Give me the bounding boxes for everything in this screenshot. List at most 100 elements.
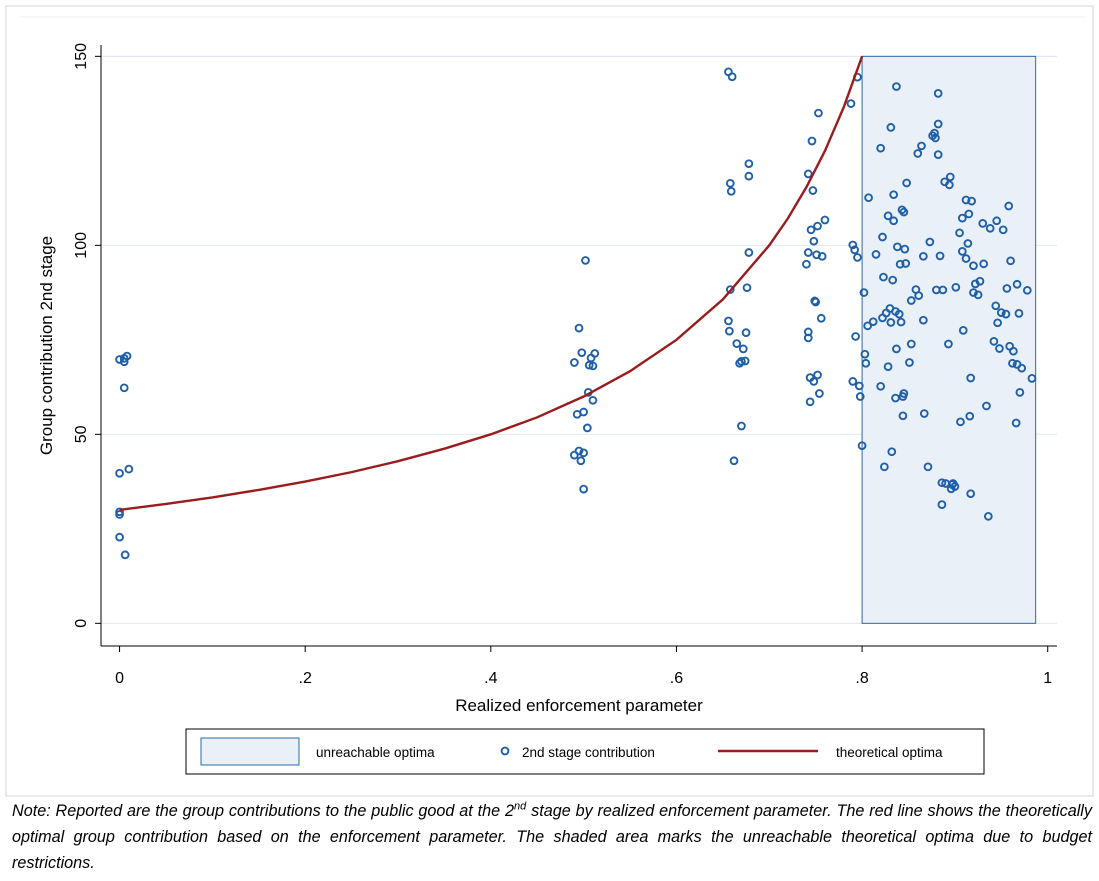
data-point-175 xyxy=(989,336,999,346)
data-point-138 xyxy=(935,251,945,261)
data-point-187 xyxy=(1008,358,1017,368)
data-point-88 xyxy=(876,143,886,153)
data-point-194 xyxy=(1017,363,1027,373)
legend-swatch-area xyxy=(200,737,300,766)
data-point-137 xyxy=(933,150,943,159)
data-point-48 xyxy=(802,259,811,269)
data-point-55 xyxy=(806,225,816,235)
data-point-31 xyxy=(725,178,735,188)
x-tick-label-4: .8 xyxy=(855,670,868,687)
data-point-118 xyxy=(902,178,911,188)
data-point-90 xyxy=(878,232,887,242)
data-point-13 xyxy=(574,323,584,333)
data-point-183 xyxy=(1002,284,1012,293)
data-point-59 xyxy=(809,377,819,386)
data-point-36 xyxy=(729,456,739,466)
data-point-41 xyxy=(738,344,748,354)
data-point-105 xyxy=(892,82,901,91)
data-point-21 xyxy=(579,448,588,458)
data-point-107 xyxy=(893,242,902,252)
data-point-166 xyxy=(969,261,978,271)
data-point-152 xyxy=(955,228,964,238)
data-point-35 xyxy=(725,326,734,336)
data-point-87 xyxy=(876,381,886,391)
data-point-119 xyxy=(905,358,914,367)
data-point-192 xyxy=(1014,309,1024,318)
data-point-37 xyxy=(732,339,742,348)
data-point-50 xyxy=(803,169,813,179)
data-point-91 xyxy=(879,272,888,282)
data-point-157 xyxy=(961,254,971,263)
data-point-154 xyxy=(957,213,967,223)
data-point-164 xyxy=(967,196,976,206)
data-point-128 xyxy=(919,409,929,418)
data-point-97 xyxy=(886,123,896,132)
data-point-64 xyxy=(813,221,822,231)
data-point-3 xyxy=(115,532,124,542)
data-point-16 xyxy=(576,456,586,466)
data-point-85 xyxy=(868,317,878,327)
data-point-182 xyxy=(1001,309,1011,319)
data-point-186 xyxy=(1006,256,1015,266)
data-point-40 xyxy=(737,421,746,431)
data-point-8 xyxy=(119,383,129,393)
data-point-98 xyxy=(886,318,896,327)
data-point-33 xyxy=(725,285,735,294)
data-point-155 xyxy=(957,247,967,256)
y-tick-label-3: 150 xyxy=(73,43,90,70)
data-point-65 xyxy=(814,108,823,118)
data-point-129 xyxy=(923,462,933,472)
data-point-94 xyxy=(883,211,893,221)
data-point-39 xyxy=(737,357,746,366)
data-point-101 xyxy=(889,216,898,226)
data-point-130 xyxy=(925,237,935,247)
data-point-116 xyxy=(900,244,910,254)
data-point-61 xyxy=(811,297,821,307)
x-axis-label: Realized enforcement parameter xyxy=(455,696,703,715)
data-point-156 xyxy=(958,326,968,335)
data-point-80 xyxy=(859,288,869,297)
x-tick-label-1: .2 xyxy=(299,670,312,687)
data-point-125 xyxy=(917,141,926,151)
data-point-114 xyxy=(899,389,909,398)
data-point-73 xyxy=(850,245,860,255)
data-point-102 xyxy=(889,190,898,200)
data-point-133 xyxy=(931,133,940,143)
legend-label-marker: 2nd stage contribution xyxy=(522,745,655,760)
x-tick-label-0: 0 xyxy=(115,670,124,687)
data-point-7 xyxy=(122,351,132,361)
data-point-100 xyxy=(888,275,898,285)
data-point-45 xyxy=(744,248,754,257)
data-point-30 xyxy=(727,72,737,82)
data-point-72 xyxy=(848,377,858,386)
note-text-1: Note: Reported are the group contributio… xyxy=(12,802,514,820)
data-point-144 xyxy=(944,339,953,349)
theoretical-optima-curve xyxy=(119,55,864,512)
data-point-32 xyxy=(726,186,736,196)
data-point-176 xyxy=(991,301,1001,311)
data-point-79 xyxy=(857,441,867,451)
data-point-179 xyxy=(995,344,1004,353)
data-point-193 xyxy=(1015,388,1025,397)
data-point-19 xyxy=(581,256,590,265)
data-point-27 xyxy=(588,361,598,371)
data-point-9 xyxy=(124,464,134,474)
data-point-11 xyxy=(570,358,579,367)
chart-plot: 0 50 100 150 0 .2 .4 .6 .8 1 Realized enforcement … xyxy=(20,16,1085,715)
data-point-169 xyxy=(975,276,985,286)
data-point-120 xyxy=(906,339,916,349)
data-point-139 xyxy=(937,500,947,509)
data-point-63 xyxy=(813,370,822,380)
data-point-184 xyxy=(1004,201,1014,211)
note-text-2: stage by realized enforcement parameter.… xyxy=(12,802,1092,872)
data-point-83 xyxy=(863,321,873,331)
legend-swatch-marker xyxy=(500,746,510,756)
data-point-84 xyxy=(864,193,873,203)
data-point-117 xyxy=(901,259,911,268)
data-point-75 xyxy=(853,253,862,262)
data-point-106 xyxy=(892,344,901,354)
data-point-34 xyxy=(724,316,733,326)
data-point-86 xyxy=(871,250,881,259)
data-point-141 xyxy=(938,285,948,295)
